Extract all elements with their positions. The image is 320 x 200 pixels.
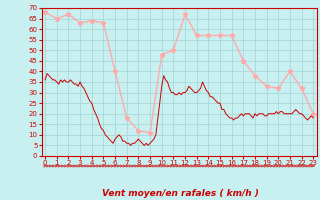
Text: Vent moyen/en rafales ( km/h ): Vent moyen/en rafales ( km/h ) — [102, 189, 259, 198]
